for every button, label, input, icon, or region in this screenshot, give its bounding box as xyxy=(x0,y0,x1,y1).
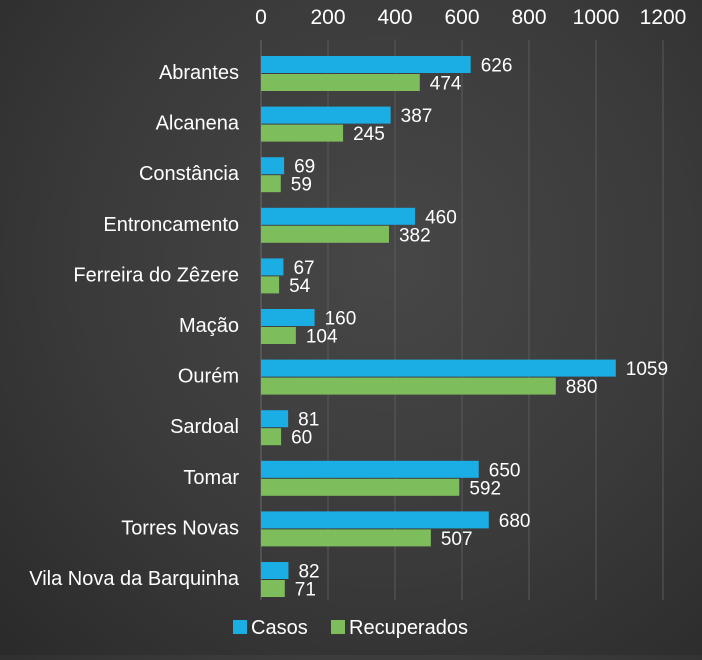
data-label: 81 xyxy=(298,410,319,431)
category-label: Tomar xyxy=(183,467,239,489)
category-label: Alcanena xyxy=(156,113,240,135)
x-tick-label: 1200 xyxy=(640,6,687,29)
x-tick-label: 200 xyxy=(310,6,345,29)
category-label: Sardoal xyxy=(170,416,239,438)
bar-recuperados xyxy=(261,74,420,91)
data-label: 507 xyxy=(441,529,473,550)
category-label: Torres Novas xyxy=(121,517,239,539)
bar-casos xyxy=(261,106,391,124)
category-label: Abrantes xyxy=(159,62,239,84)
bar-recuperados xyxy=(261,225,389,243)
bar-casos xyxy=(261,258,284,276)
data-label: 54 xyxy=(289,276,311,297)
data-label: 160 xyxy=(325,309,357,330)
bar-casos xyxy=(261,56,471,73)
bar-recuperados xyxy=(261,175,281,193)
category-label: Mação xyxy=(179,315,239,337)
data-label: 1059 xyxy=(626,359,668,380)
category-label: Entroncamento xyxy=(103,214,239,236)
data-label: 59 xyxy=(291,175,312,196)
data-label: 245 xyxy=(353,124,385,145)
x-axis-ticks: 0 200 400 600 800 1000 1200 xyxy=(255,6,686,29)
data-label: 474 xyxy=(430,74,462,95)
category-label: Ferreira do Zêzere xyxy=(73,264,239,286)
data-label: 71 xyxy=(295,580,316,601)
bar-casos xyxy=(261,460,479,478)
bar-recuperados xyxy=(261,327,296,344)
category-label: Ourém xyxy=(178,366,239,388)
data-label: 880 xyxy=(566,377,598,398)
data-label: 104 xyxy=(306,327,338,348)
category-label: Vila Nova da Barquinha xyxy=(29,568,240,590)
data-label: 82 xyxy=(298,562,319,583)
bar-casos xyxy=(261,511,489,529)
bar-recuperados xyxy=(261,428,282,446)
bar-recuperados xyxy=(261,580,285,597)
bar-casos xyxy=(261,207,416,225)
bar-recuperados xyxy=(261,124,344,142)
data-label: 680 xyxy=(499,511,531,532)
data-label: 387 xyxy=(401,106,433,127)
legend: Casos Recuperados xyxy=(233,617,468,639)
x-tick-label: 600 xyxy=(444,6,479,29)
legend-label: Casos xyxy=(251,617,308,639)
bar-casos xyxy=(261,410,289,428)
data-label: 60 xyxy=(291,428,312,449)
data-label: 69 xyxy=(294,157,315,178)
bar-casos xyxy=(261,562,289,579)
data-label: 67 xyxy=(293,258,314,279)
data-label: 382 xyxy=(399,225,431,246)
x-tick-label: 0 xyxy=(255,6,267,29)
category-label: Constância xyxy=(139,163,240,185)
x-tick-label: 1000 xyxy=(573,6,620,29)
bar-recuperados xyxy=(261,529,431,547)
bar-casos xyxy=(261,309,315,326)
legend-label: Recuperados xyxy=(349,617,468,639)
x-tick-label: 400 xyxy=(377,6,412,29)
legend-swatch-casos xyxy=(233,620,247,634)
data-label: 650 xyxy=(489,460,521,481)
data-label: 626 xyxy=(481,56,513,77)
bar-casos xyxy=(261,157,285,175)
data-label: 460 xyxy=(425,207,457,228)
x-tick-label: 800 xyxy=(511,6,546,29)
category-labels: Abrantes Alcanena Constância Entroncamento F… xyxy=(29,62,240,590)
bar-recuperados xyxy=(261,377,556,395)
legend-swatch-recuperados xyxy=(331,620,345,634)
bar-recuperados xyxy=(261,478,460,496)
data-label: 592 xyxy=(469,478,501,499)
bar-casos xyxy=(261,359,616,377)
bar-recuperados xyxy=(261,276,280,294)
